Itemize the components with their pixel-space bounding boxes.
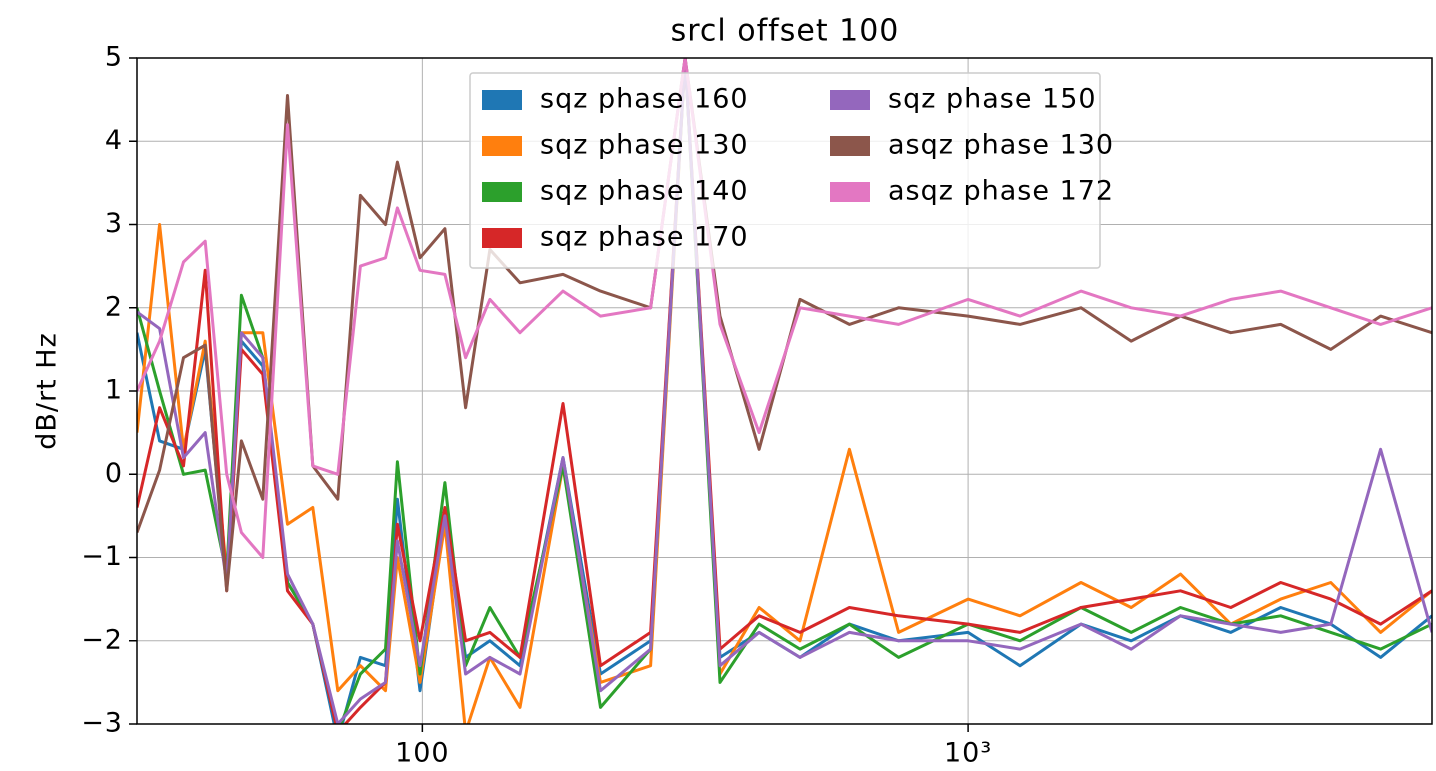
series-line xyxy=(137,58,1432,724)
legend-label: sqz phase 150 xyxy=(888,84,1097,115)
legend-swatch xyxy=(830,136,870,156)
y-tick-label: −2 xyxy=(81,624,123,655)
y-tick-label: −1 xyxy=(81,541,123,572)
y-tick-label: 5 xyxy=(105,42,123,73)
legend-swatch xyxy=(482,228,522,248)
legend-swatch xyxy=(482,136,522,156)
legend-label: asqz phase 172 xyxy=(888,176,1114,207)
legend-swatch xyxy=(482,90,522,110)
legend-swatch xyxy=(830,90,870,110)
y-tick-label: 1 xyxy=(105,375,123,406)
legend-swatch xyxy=(482,182,522,202)
y-tick-label: 4 xyxy=(105,125,123,156)
y-tick-label: 2 xyxy=(105,291,123,322)
legend-label: sqz phase 140 xyxy=(540,176,749,207)
legend-label: asqz phase 130 xyxy=(888,130,1114,161)
y-tick-label: −3 xyxy=(81,708,123,739)
legend-box xyxy=(469,72,1101,269)
series-line xyxy=(137,58,1432,593)
series-line xyxy=(137,58,1432,559)
plot-area xyxy=(137,58,1432,724)
legend-swatch xyxy=(830,182,870,202)
y-tick-label: 0 xyxy=(105,458,123,489)
legend-label: sqz phase 170 xyxy=(540,222,749,253)
legend: sqz phase 160 sqz phase 130 sqz phase 140 s… xyxy=(469,72,1114,269)
y-tick-label: 3 xyxy=(105,208,123,239)
chart-title: srcl offset 100 xyxy=(671,14,900,49)
y-axis-label: dB/rt Hz xyxy=(32,332,63,450)
x-tick-label: 10³ xyxy=(944,738,992,769)
legend-label: sqz phase 160 xyxy=(540,84,749,115)
series-line xyxy=(137,58,1432,724)
legend-label: sqz phase 130 xyxy=(540,130,749,161)
x-tick-label: 100 xyxy=(395,738,450,769)
